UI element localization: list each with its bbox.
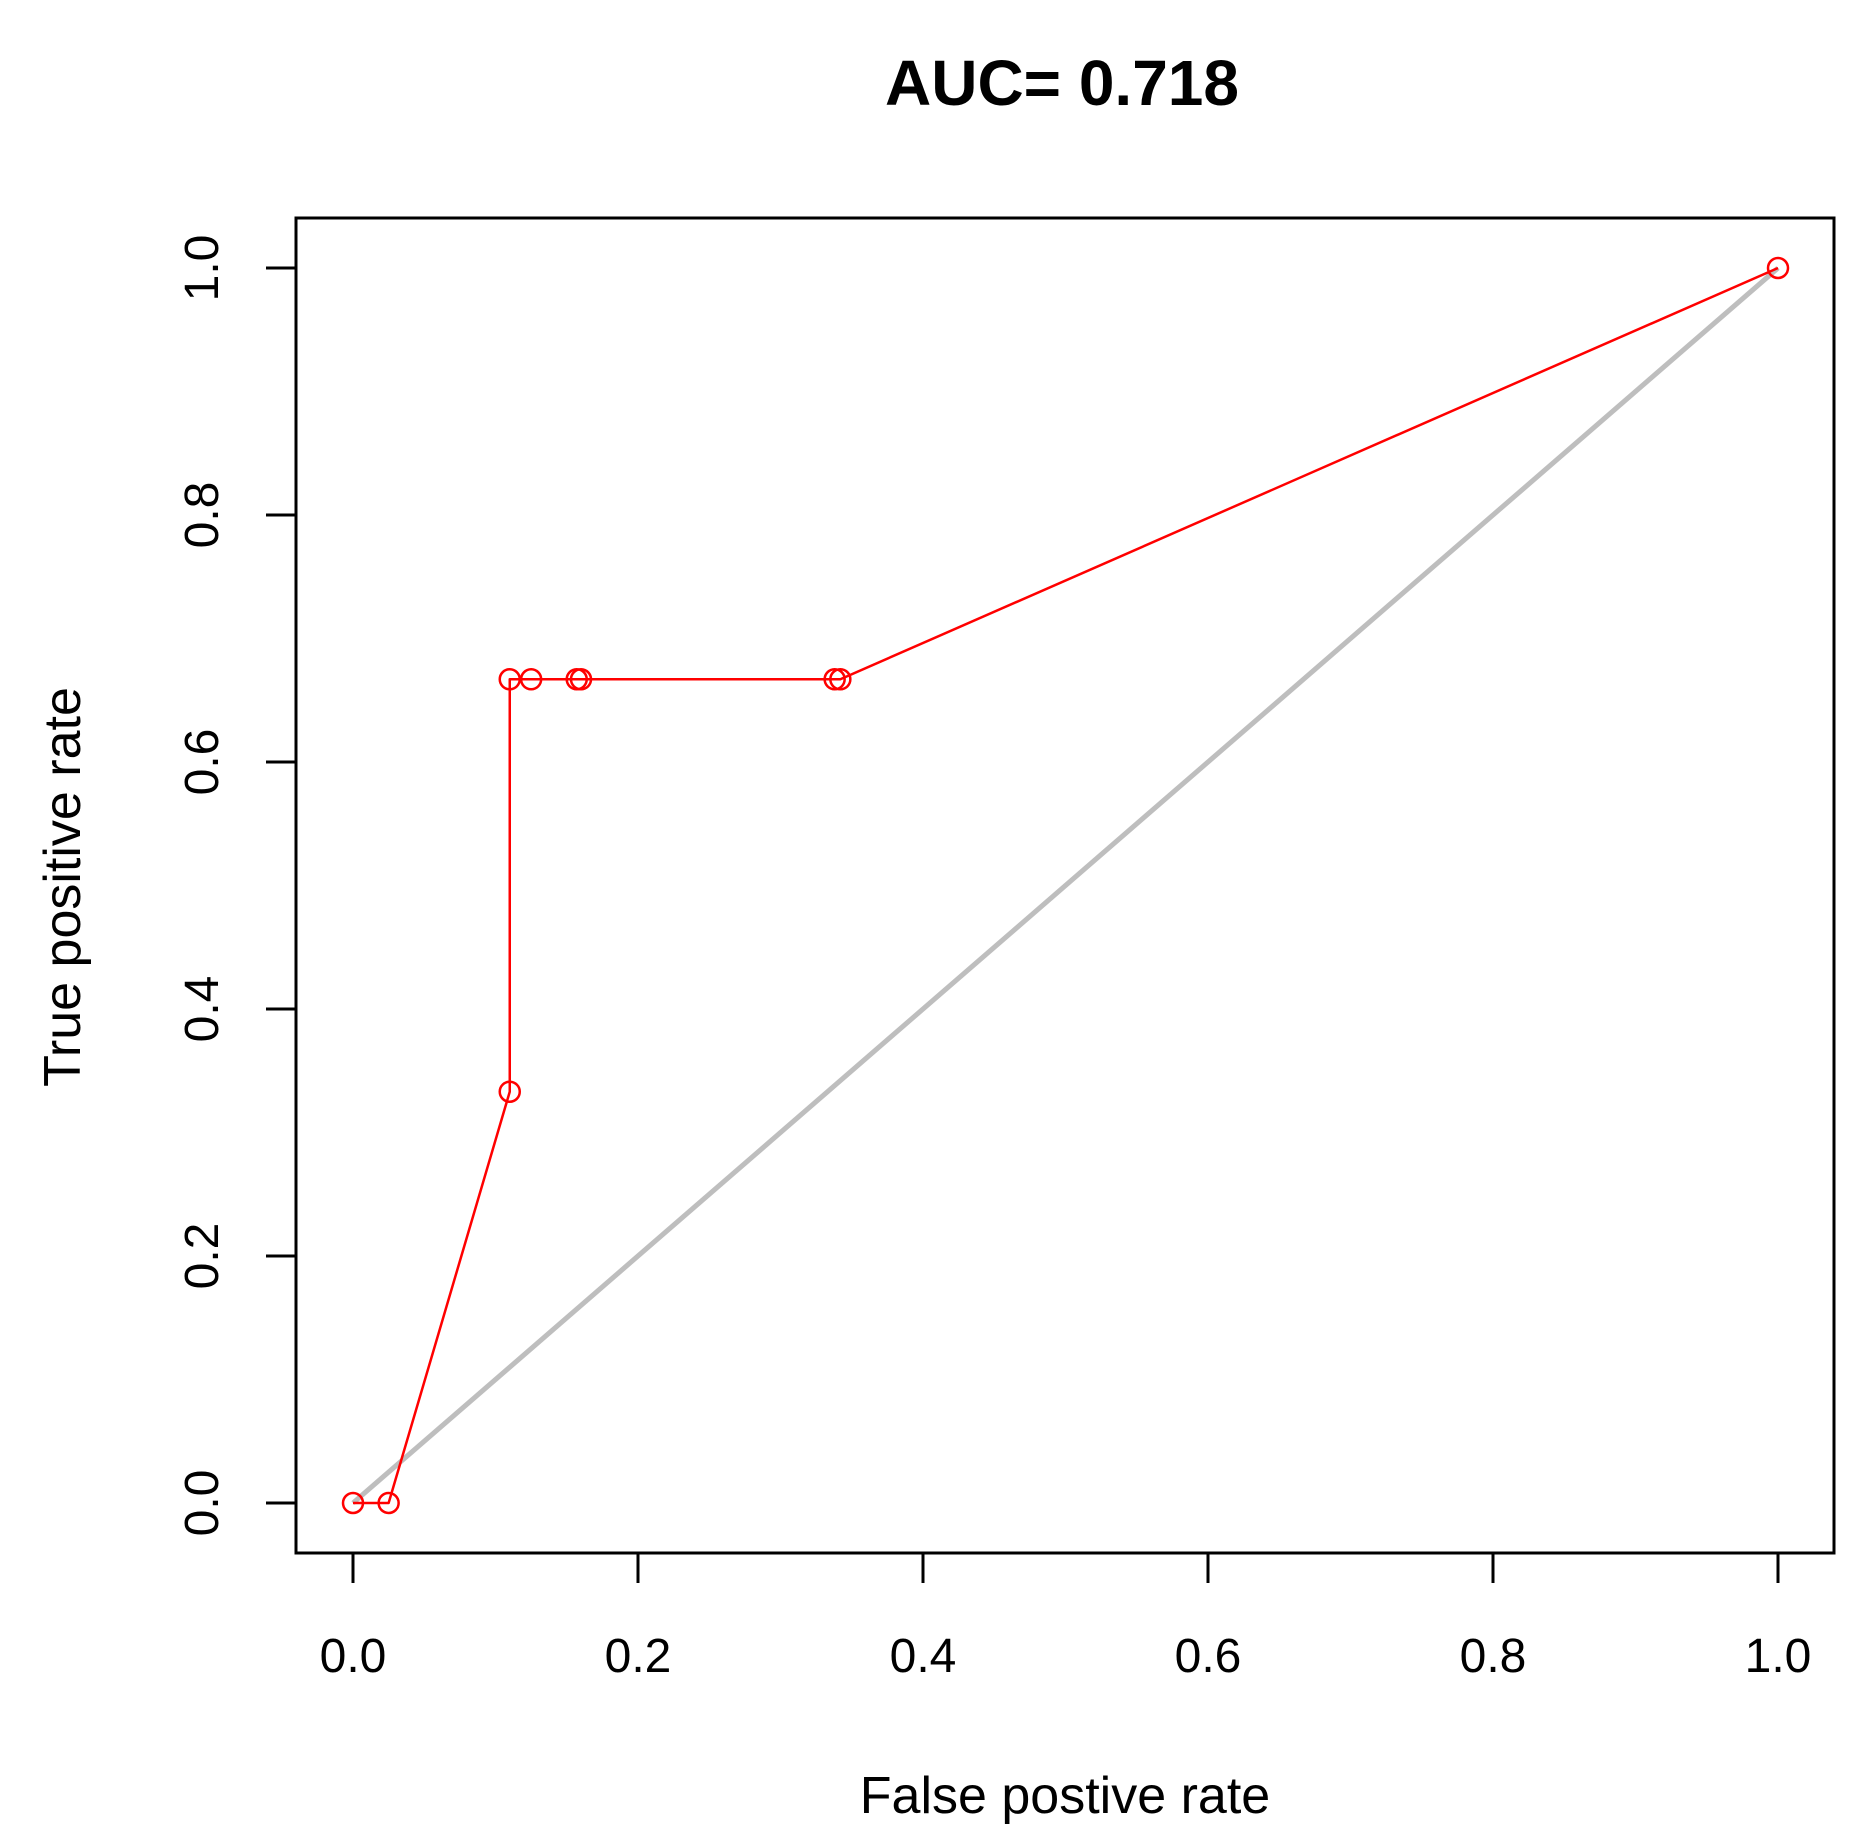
roc-point-marker <box>823 668 846 691</box>
roc-point-marker <box>519 668 543 691</box>
y-tick-label: 0.2 <box>176 1223 229 1290</box>
y-tick-label: 0.4 <box>176 976 229 1043</box>
y-axis: 0.0 0.2 0.4 0.6 0.8 1.0 <box>176 235 298 1537</box>
y-tick-label: 1.0 <box>176 235 229 302</box>
y-tick-label: 0.6 <box>176 729 229 796</box>
x-axis-label: False postive rate <box>860 1767 1270 1825</box>
x-tick-label: 0.8 <box>1460 1630 1527 1683</box>
x-tick-label: 0.0 <box>320 1630 387 1683</box>
roc-point-marker <box>377 1491 400 1515</box>
roc-curve-line <box>353 266 1779 1505</box>
x-tick-label: 0.2 <box>605 1630 672 1683</box>
roc-point-marker <box>829 668 852 691</box>
roc-point-marker <box>1766 256 1790 280</box>
roc-point-marker <box>498 1080 521 1103</box>
roc-point-marker <box>498 668 521 691</box>
x-axis: 0.0 0.2 0.4 0.6 0.8 1.0 <box>320 1551 1812 1683</box>
x-tick-label: 1.0 <box>1745 1630 1812 1683</box>
x-tick-label: 0.6 <box>1175 1630 1242 1683</box>
y-axis-label: True positive rate <box>34 687 92 1087</box>
roc-point-marker <box>569 668 593 691</box>
y-tick-label: 0.8 <box>176 482 229 549</box>
x-tick-label: 0.4 <box>890 1630 957 1683</box>
series-layer <box>341 256 1790 1515</box>
reference-diagonal-line <box>351 266 1780 1505</box>
y-tick-label: 0.0 <box>176 1470 229 1537</box>
roc-point-marker <box>341 1491 365 1515</box>
chart-title: AUC= 0.718 <box>885 47 1239 119</box>
